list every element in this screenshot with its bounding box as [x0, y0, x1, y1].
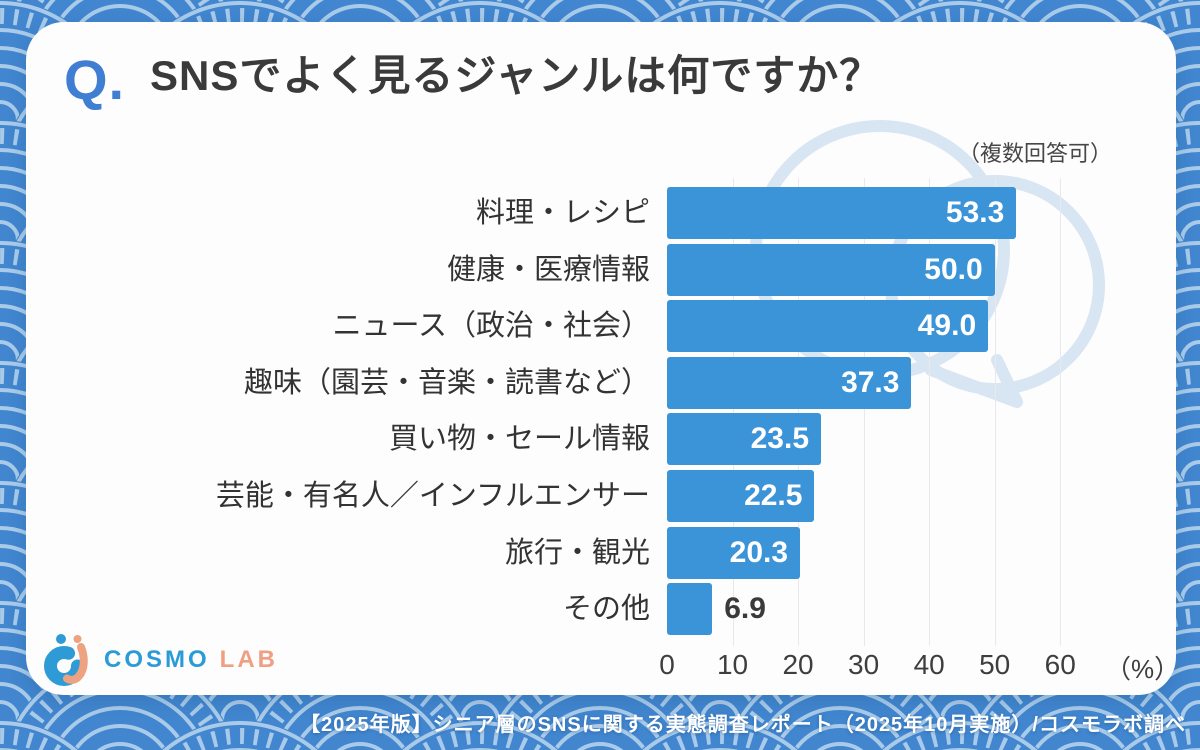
- gridlines: [667, 178, 1093, 646]
- x-axis-tick: 0: [659, 649, 675, 680]
- bar-track: 22.5: [667, 469, 1093, 522]
- gridline: [929, 178, 931, 646]
- bar-category-label: 健康・医療情報: [446, 253, 650, 286]
- bar: 53.3: [667, 187, 1017, 239]
- x-axis-tick: 30: [848, 649, 880, 680]
- bar: 23.5: [667, 413, 821, 466]
- gridline: [798, 178, 800, 646]
- bar-chart: 料理・レシピ 53.3 健康・医療情報 50.0 ニュース（政治・社会） 49.0 趣味（園…: [50, 187, 1093, 640]
- bar-track: 50.0: [667, 243, 1093, 296]
- bar-value: 53.3: [945, 196, 1005, 229]
- gridline: [1060, 178, 1062, 646]
- bar: 20.3: [667, 526, 801, 579]
- gridline: [863, 178, 865, 646]
- bar-row: 料理・レシピ 53.3: [50, 187, 1093, 244]
- logo-text-cosmo: COSMO: [104, 646, 210, 673]
- bar-row: 健康・医療情報 50.0: [50, 243, 1093, 301]
- question-mark-label: Q.: [64, 48, 126, 111]
- x-axis-tick: 50: [979, 649, 1011, 680]
- bar-row: 芸能・有名人／インフルエンサー 22.5: [50, 469, 1093, 527]
- gridline: [994, 178, 996, 646]
- bar-category-label: ニュース（政治・社会）: [332, 310, 650, 343]
- bar-row: 趣味（園芸・音楽・読書など） 37.3: [50, 356, 1093, 414]
- bar-track: 23.5: [667, 413, 1093, 466]
- x-axis-tick: 60: [1044, 649, 1076, 680]
- multiple-answers-note: （複数回答可）: [957, 141, 1112, 166]
- bar-row: 買い物・セール情報 23.5: [50, 413, 1093, 470]
- cosmo-lab-logo-icon: [44, 634, 88, 686]
- bar-value: 50.0: [924, 252, 983, 286]
- bar: 50.0: [667, 243, 995, 296]
- bar-track: 20.3: [667, 526, 1093, 579]
- bar-value: 6.9: [724, 592, 766, 626]
- bar-track: 49.0: [667, 300, 1093, 353]
- bar-value: 49.0: [917, 309, 977, 343]
- bar-category-label: 趣味（園芸・音楽・読書など）: [243, 366, 650, 399]
- bar: [667, 583, 713, 636]
- bar-row: ニュース（政治・社会） 49.0: [50, 300, 1093, 357]
- survey-card: [26, 22, 1176, 695]
- x-axis-tick: 40: [913, 649, 945, 680]
- bar-value: 23.5: [750, 422, 809, 456]
- bar-track: 37.3: [667, 356, 1093, 409]
- bar: 37.3: [667, 356, 912, 409]
- source-caption: 【2025年版】シニア層のSNSに関する実態調査レポート（2025年10月実施）…: [300, 714, 1186, 736]
- x-axis-tick: 20: [782, 649, 814, 680]
- bar: 22.5: [667, 469, 815, 522]
- bar-row: 旅行・観光 20.3: [50, 526, 1093, 584]
- bar-category-label: 旅行・観光: [504, 536, 650, 569]
- cosmo-lab-logo: COSMO LAB: [44, 633, 278, 687]
- x-axis-unit-label: （%）: [1105, 654, 1181, 684]
- bar-category-label: その他: [562, 593, 650, 626]
- bar-track: 53.3: [667, 187, 1093, 239]
- bar-category-label: 買い物・セール情報: [388, 423, 650, 456]
- x-axis: 0 10 20 30 40 50 60 （%）: [659, 649, 1187, 684]
- bar-track: 6.9: [667, 583, 1093, 636]
- bar-value: 22.5: [744, 478, 803, 512]
- bar-value: 20.3: [729, 535, 789, 569]
- bar: 49.0: [667, 300, 989, 353]
- gridline: [732, 178, 734, 646]
- bar-category-label: 料理・レシピ: [475, 197, 650, 229]
- logo-text-lab: LAB: [219, 646, 278, 673]
- bar-category-label: 芸能・有名人／インフルエンサー: [215, 479, 650, 512]
- bar-value: 37.3: [841, 365, 900, 399]
- bar-row: その他 6.9: [50, 583, 1093, 640]
- question-title: SNSでよく見るジャンルは何ですか？: [150, 52, 883, 99]
- x-axis-tick: 10: [716, 649, 749, 680]
